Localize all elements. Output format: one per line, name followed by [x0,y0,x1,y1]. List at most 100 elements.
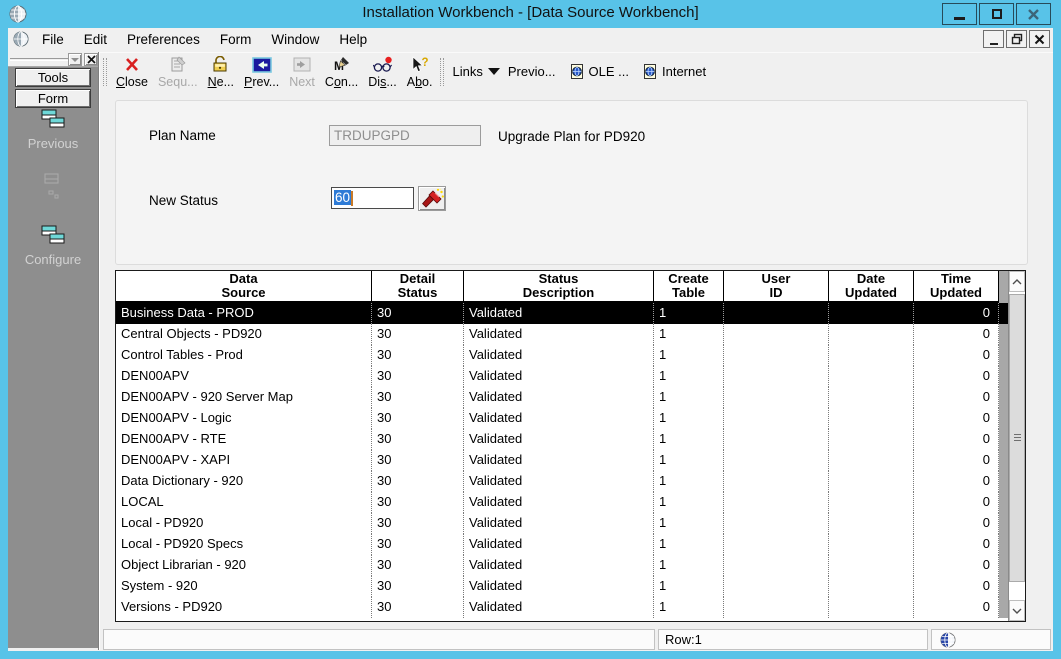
grid-cell[interactable]: Validated [464,387,654,408]
grid-row-den00apv-920-server-map[interactable]: DEN00APV - 920 Server Map 30 Validated 1 0 [116,387,1008,408]
grid-cell[interactable]: 30 [372,387,464,408]
grid-row-system-920[interactable]: System - 920 30 Validated 1 0 [116,576,1008,597]
grid-cell[interactable] [829,555,914,576]
grid-cell[interactable] [829,366,914,387]
toolbar-button-prev[interactable]: Prev... [240,55,283,89]
grid-cell[interactable] [829,534,914,555]
grid-cell[interactable] [829,387,914,408]
grid-row-business-data-prod[interactable]: Business Data - PROD 30 Validated 1 0 [116,303,1008,324]
grid-cell[interactable]: 30 [372,597,464,618]
grid-cell[interactable] [829,408,914,429]
grid-row-versions-pd920[interactable]: Versions - PD920 30 Validated 1 0 [116,597,1008,618]
new-status-field[interactable]: 60 [331,187,414,209]
grid-row-den00apv-logic[interactable]: DEN00APV - Logic 30 Validated 1 0 [116,408,1008,429]
grid-cell[interactable]: Validated [464,471,654,492]
grid-cell[interactable] [829,345,914,366]
grid-cell[interactable]: Business Data - PROD [116,303,372,324]
sidebar-close-button[interactable] [84,53,98,66]
grid-cell[interactable]: 1 [654,429,724,450]
grid-cell[interactable] [829,597,914,618]
column-header-detail-status[interactable]: Detail Status [372,271,464,303]
window-close-button[interactable] [1016,3,1051,25]
grid-cell[interactable]: DEN00APV [116,366,372,387]
grid-cell[interactable]: 0 [914,576,999,597]
grid-row-central-objects-pd920[interactable]: Central Objects - PD920 30 Validated 1 0 [116,324,1008,345]
grid-cell[interactable]: Validated [464,324,654,345]
grid-cell[interactable]: Validated [464,303,654,324]
grid-cell[interactable]: Validated [464,366,654,387]
grid-cell[interactable]: Validated [464,492,654,513]
grid-cell[interactable] [829,429,914,450]
grid-row-local-pd920-specs[interactable]: Local - PD920 Specs 30 Validated 1 0 [116,534,1008,555]
grid-cell[interactable]: 1 [654,303,724,324]
sidebar-dropdown-button[interactable] [68,53,82,66]
grid-cell[interactable] [724,366,829,387]
column-header-status-description[interactable]: Status Description [464,271,654,303]
grid-cell[interactable]: 0 [914,324,999,345]
grid-cell[interactable]: 30 [372,492,464,513]
grid-cell[interactable]: 1 [654,324,724,345]
toolbar-grip[interactable] [103,57,107,86]
grid-cell[interactable] [724,555,829,576]
grid-cell[interactable]: 0 [914,555,999,576]
grid-cell[interactable]: 30 [372,408,464,429]
grid-cell[interactable]: 30 [372,471,464,492]
sidebar-item-configure[interactable]: Configure [8,225,98,267]
grid-cell[interactable]: 30 [372,513,464,534]
grid-cell[interactable]: 1 [654,492,724,513]
grid-cell[interactable]: Local - PD920 [116,513,372,534]
grid-cell[interactable]: 30 [372,555,464,576]
grid-cell[interactable]: 1 [654,366,724,387]
grid-cell[interactable]: 0 [914,597,999,618]
grid-cell[interactable] [724,597,829,618]
grid-cell[interactable]: 0 [914,429,999,450]
grid-cell[interactable]: 0 [914,450,999,471]
grid-cell[interactable]: 0 [914,513,999,534]
grid-cell[interactable] [724,576,829,597]
grid-cell[interactable] [724,345,829,366]
window-maximize-button[interactable] [979,3,1014,25]
grid-row-den00apv-rte[interactable]: DEN00APV - RTE 30 Validated 1 0 [116,429,1008,450]
grid-cell[interactable]: Validated [464,555,654,576]
column-header-data-source[interactable]: Data Source [116,271,372,303]
grid-row-data-dictionary-920[interactable]: Data Dictionary - 920 30 Validated 1 0 [116,471,1008,492]
grid-cell[interactable] [829,471,914,492]
grid-cell[interactable]: Validated [464,597,654,618]
grid-cell[interactable] [829,513,914,534]
grid-cell[interactable]: 1 [654,408,724,429]
scroll-down-button[interactable] [1009,600,1025,621]
toolbar-button-dis[interactable]: Dis... [364,55,400,89]
mdi-close-button[interactable] [1029,30,1050,48]
grid-cell[interactable] [724,534,829,555]
toolbar-button-abo[interactable]: ? Abo. [403,55,437,89]
grid-row-den00apv[interactable]: DEN00APV 30 Validated 1 0 [116,366,1008,387]
grid-cell[interactable]: 0 [914,303,999,324]
grid-cell[interactable]: 30 [372,324,464,345]
grid-cell[interactable]: 30 [372,366,464,387]
column-header-user-id[interactable]: User ID [724,271,829,303]
grid-cell[interactable]: 1 [654,387,724,408]
grid-cell[interactable]: Validated [464,534,654,555]
grid-cell[interactable]: DEN00APV - 920 Server Map [116,387,372,408]
grid-cell[interactable] [724,429,829,450]
grid-cell[interactable]: Validated [464,408,654,429]
grid-cell[interactable] [829,324,914,345]
menu-item-preferences[interactable]: Preferences [127,32,200,47]
grid-cell[interactable]: 30 [372,345,464,366]
grid-cell[interactable]: Central Objects - PD920 [116,324,372,345]
grid-cell[interactable] [724,408,829,429]
grid-row-object-librarian-920[interactable]: Object Librarian - 920 30 Validated 1 0 [116,555,1008,576]
column-header-date-updated[interactable]: Date Updated [829,271,914,303]
grid-cell[interactable]: 0 [914,471,999,492]
column-header-time-updated[interactable]: Time Updated [914,271,999,303]
grid-cell[interactable]: Validated [464,576,654,597]
grid-cell[interactable]: DEN00APV - RTE [116,429,372,450]
grid-cell[interactable]: 30 [372,576,464,597]
grid-cell[interactable] [724,324,829,345]
grid-cell[interactable]: 30 [372,450,464,471]
grid-cell[interactable]: 0 [914,345,999,366]
sidebar-tab-form[interactable]: Form [15,89,91,108]
sidebar-item-previous[interactable]: Previous [8,109,98,151]
grid-cell[interactable]: Validated [464,345,654,366]
grid-cell[interactable]: 1 [654,345,724,366]
